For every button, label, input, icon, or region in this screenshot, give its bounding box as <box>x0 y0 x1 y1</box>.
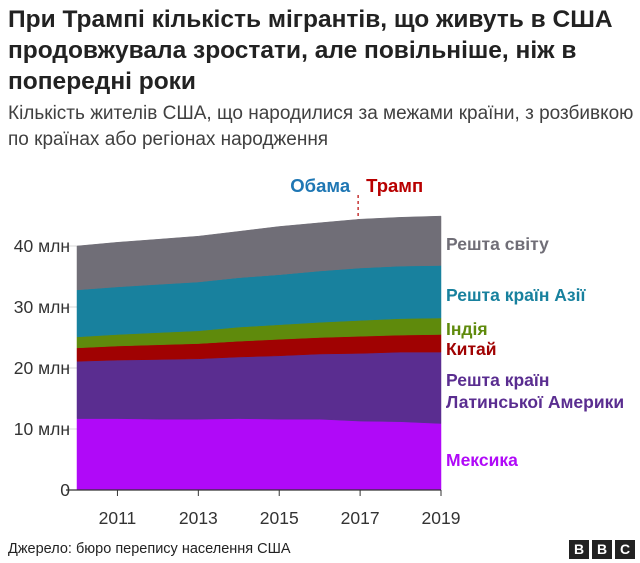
y-tick-label: 20 млн <box>14 358 70 378</box>
x-tick-label: 2019 <box>422 508 461 528</box>
obama-label: Обама <box>290 175 351 196</box>
legend-label: Індія <box>446 319 488 339</box>
bbc-logo: B B C <box>569 540 635 559</box>
source-note: Джерело: бюро перепису населення США <box>8 541 291 557</box>
legend-label-line: Мексика <box>446 450 518 470</box>
area-series <box>76 215 442 491</box>
y-tick-label: 40 млн <box>14 236 70 256</box>
logo-letter: B <box>569 540 589 559</box>
trump-label: Трамп <box>366 175 423 196</box>
stacked-area-chart: 0 10 млн 20 млн 30 млн 40 млн 2011 2013 2015 201… <box>14 175 624 528</box>
legend-label-line: Решта країн <box>446 370 549 390</box>
legend-label: Китай <box>446 339 497 359</box>
legend-label-line: Решта світу <box>446 234 549 254</box>
y-tick-label: 30 млн <box>14 297 70 317</box>
legend-label-line: Індія <box>446 319 488 339</box>
x-tick-label: 2011 <box>99 508 137 528</box>
logo-letter: C <box>615 540 635 559</box>
chart-title: При Трампі кількість мігрантів, що живут… <box>8 6 613 95</box>
legend-label-line: Решта країн Азії <box>446 285 586 305</box>
legend-label: Решта світу <box>446 234 549 254</box>
area-решта-країн-латинської-америки <box>76 351 442 424</box>
area-мексика <box>76 418 442 491</box>
y-tick-label: 0 <box>60 480 70 500</box>
legend-label-line: Латинської Америки <box>446 392 624 412</box>
period-annotations: Обама Трамп <box>290 175 423 220</box>
legend-label: Мексика <box>446 450 518 470</box>
chart-subtitle: Кількість жителів США, що народилися за … <box>8 103 634 150</box>
legend-label: Решта країн Латинської Америки <box>446 370 624 412</box>
logo-letter: B <box>592 540 612 559</box>
x-tick-label: 2013 <box>179 508 218 528</box>
legend-label: Решта країн Азії <box>446 285 586 305</box>
area-решта-світу <box>76 215 442 291</box>
axes: 0 10 млн 20 млн 30 млн 40 млн 2011 2013 2015 201… <box>14 236 461 528</box>
x-tick-label: 2017 <box>341 508 380 528</box>
x-tick-label: 2015 <box>260 508 299 528</box>
y-tick-label: 10 млн <box>14 419 70 439</box>
legend-label-line: Китай <box>446 339 497 359</box>
